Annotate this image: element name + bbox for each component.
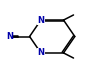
Text: N: N <box>6 32 13 41</box>
Text: N: N <box>37 48 44 57</box>
Text: N: N <box>37 16 44 25</box>
